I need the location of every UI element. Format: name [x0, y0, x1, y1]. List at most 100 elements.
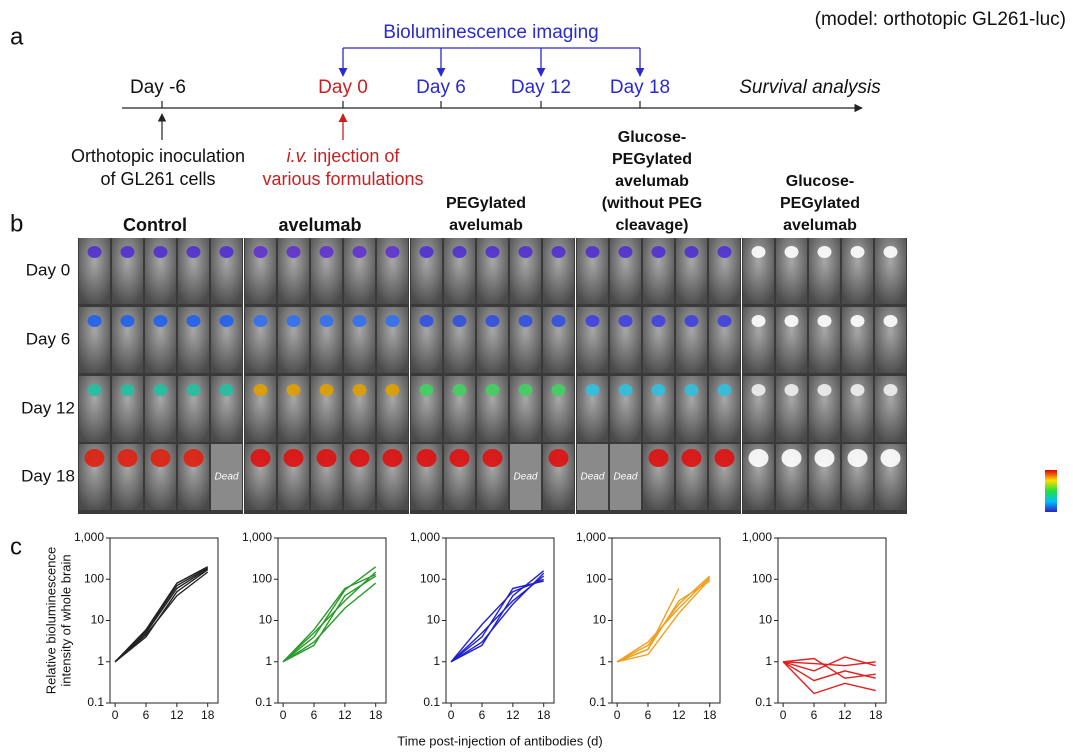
signal [717, 384, 732, 396]
signal [482, 449, 503, 467]
signal [817, 246, 832, 258]
model-note: (model: orthotopic GL261-luc) [815, 9, 1066, 30]
signal [585, 384, 600, 396]
plot-frame [277, 537, 387, 704]
signal [883, 384, 898, 396]
signal [419, 315, 434, 327]
data-line [282, 582, 377, 663]
signal [518, 384, 533, 396]
data-line [782, 661, 876, 682]
signal [219, 246, 234, 258]
signal [585, 246, 600, 258]
x-tick-label: 18 [201, 708, 215, 722]
y-tick-label: 10 [759, 613, 773, 627]
signal [84, 449, 105, 467]
imaging-bracket [338, 47, 645, 77]
data-line [450, 572, 545, 663]
y-tick-label: 100 [752, 571, 772, 585]
group-title: (without PEG [602, 195, 702, 212]
y-tick-label: 1 [265, 654, 272, 668]
x-tick-label: 6 [143, 708, 150, 722]
signal [883, 315, 898, 327]
row-label: Day 18 [21, 466, 75, 485]
signal [850, 246, 865, 258]
imaging-label: Bioluminescence imaging [383, 22, 598, 43]
y-tick-label: 1 [433, 654, 440, 668]
y-tick-label: 100 [586, 571, 606, 585]
signal [748, 449, 769, 467]
signal [684, 384, 699, 396]
x-tick-label: 6 [811, 708, 818, 722]
signal [784, 246, 799, 258]
x-tick-label: 0 [280, 708, 287, 722]
x-axis-label: Time post-injection of antibodies (d) [397, 733, 602, 748]
group-title: avelumab [783, 217, 857, 234]
y-tick-label: 100 [84, 571, 104, 585]
plot-frame [109, 537, 219, 704]
signal [585, 315, 600, 327]
x-tick-label: 12 [338, 708, 352, 722]
signal [150, 449, 171, 467]
y-tick-label: 1,000 [576, 530, 606, 544]
panel-label: a [10, 23, 24, 50]
group-title: Control [123, 215, 187, 235]
signal [684, 315, 699, 327]
group-title: Glucose- [786, 173, 854, 190]
signal [352, 246, 367, 258]
signal [419, 384, 434, 396]
group-title: Glucose- [618, 129, 686, 146]
signal [452, 246, 467, 258]
x-tick-label: 6 [645, 708, 652, 722]
x-tick-label: 12 [506, 708, 520, 722]
signal [485, 246, 500, 258]
survival-label: Survival analysis [739, 77, 881, 98]
signal [751, 246, 766, 258]
signal [153, 246, 168, 258]
signal [385, 315, 400, 327]
signal [349, 449, 370, 467]
signal [219, 315, 234, 327]
signal [419, 246, 434, 258]
y-tick-label: 100 [420, 571, 440, 585]
injection-italic: i.v. [287, 146, 309, 166]
x-tick-label: 18 [537, 708, 551, 722]
signal [319, 384, 334, 396]
row-label: Day 0 [26, 260, 70, 279]
signal [651, 246, 666, 258]
data-line [616, 578, 711, 663]
signal [286, 315, 301, 327]
panel-label: c [10, 533, 22, 560]
y-axis-label: intensity of whole brain [58, 554, 73, 686]
y-tick-label: 10 [593, 613, 607, 627]
x-tick-label: 12 [838, 708, 852, 722]
x-tick-label: 18 [369, 708, 383, 722]
signal [186, 315, 201, 327]
signal [551, 246, 566, 258]
x-tick-label: 0 [112, 708, 119, 722]
signal [751, 384, 766, 396]
dead-cell [577, 444, 608, 510]
day-label: Day 18 [610, 77, 670, 98]
y-tick-label: 10 [91, 613, 105, 627]
x-tick-label: 0 [614, 708, 621, 722]
data-line [782, 661, 876, 695]
group-title: cleavage) [616, 217, 689, 234]
signal [814, 449, 835, 467]
signal [87, 246, 102, 258]
x-tick-label: 0 [448, 708, 455, 722]
signal [186, 384, 201, 396]
signal [352, 315, 367, 327]
y-tick-label: 100 [252, 571, 272, 585]
x-tick-label: 12 [672, 708, 686, 722]
y-tick-label: 1,000 [242, 530, 272, 544]
row-label: Day 12 [21, 398, 75, 417]
data-line [450, 580, 544, 663]
signal [651, 384, 666, 396]
data-line [114, 567, 209, 663]
data-line [616, 580, 711, 663]
dead-label: Dead [514, 472, 538, 483]
signal [850, 315, 865, 327]
signal [714, 449, 735, 467]
signal [153, 315, 168, 327]
